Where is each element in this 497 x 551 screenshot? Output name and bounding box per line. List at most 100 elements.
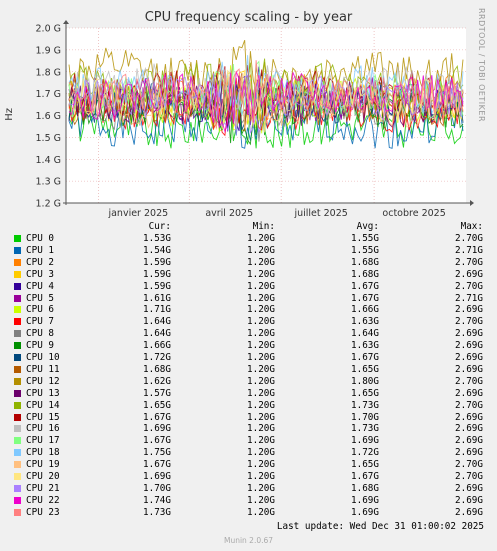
legend-swatch	[14, 473, 21, 480]
legend-max-value: 2.69G	[455, 268, 483, 280]
legend-header: Cur: Min: Avg: Max:	[0, 221, 497, 233]
legend-max-value: 2.69G	[455, 328, 483, 340]
legend-series-name: CPU 22	[26, 494, 60, 506]
legend-series-name: CPU 21	[26, 482, 60, 494]
legend-max-value: 2.70G	[455, 399, 483, 411]
legend-max-value: 2.69G	[455, 435, 483, 447]
legend-min-value: 1.20G	[247, 256, 275, 268]
y-tick-label: 1.5 G	[36, 133, 62, 144]
legend-avg-value: 1.69G	[351, 506, 379, 518]
legend-avg-value: 1.55G	[351, 244, 379, 256]
series-line-cpu-12	[68, 40, 464, 103]
legend-cur-value: 1.57G	[143, 387, 171, 399]
legend-swatch	[14, 401, 21, 409]
legend-series-name: CPU 17	[26, 435, 60, 447]
legend-avg-value: 1.68G	[351, 256, 379, 268]
legend-table: Cur: Min: Avg: Max: CPU 0 1.53G 1.20G 1.55G…	[0, 221, 497, 521]
legend-swatch	[14, 389, 21, 397]
y-tick-label: 1.7 G	[36, 89, 62, 100]
legend-series-name: CPU 16	[26, 423, 60, 435]
y-tick-label: 1.8 G	[36, 67, 62, 78]
legend-series-name: CPU 12	[26, 375, 60, 387]
legend-max-value: 2.70G	[455, 256, 483, 268]
legend-row: CPU 22 1.74G 1.20G 1.69G 2.69G	[0, 495, 497, 507]
legend-swatch	[14, 258, 21, 266]
legend-swatch	[14, 508, 21, 516]
legend-min-value: 1.20G	[247, 375, 275, 387]
legend-swatch	[14, 461, 21, 469]
legend-cur-value: 1.68G	[143, 363, 171, 375]
y-tick-label: 1.6 G	[36, 111, 62, 122]
legend-max-value: 2.71G	[455, 292, 483, 304]
legend-min-value: 1.20G	[247, 459, 275, 471]
legend-avg-value: 1.67G	[351, 352, 379, 363]
legend-max-value: 2.69G	[455, 482, 483, 494]
legend-swatch	[14, 365, 21, 373]
legend-min-value: 1.20G	[247, 244, 275, 256]
legend-row: CPU 13 1.57G 1.20G 1.65G 2.69G	[0, 388, 497, 400]
legend-swatch	[14, 425, 21, 433]
legend-row: CPU 16 1.69G 1.20G 1.73G 2.69G	[0, 423, 497, 435]
legend-series-name: CPU 4	[26, 280, 54, 292]
legend-cur-value: 1.53G	[143, 233, 171, 244]
legend-swatch	[14, 294, 21, 302]
legend-header-cur: Cur:	[148, 221, 171, 232]
legend-header-avg: Avg:	[356, 221, 379, 232]
legend-avg-value: 1.68G	[351, 268, 379, 280]
legend-min-value: 1.20G	[247, 328, 275, 340]
legend-cur-value: 1.66G	[143, 340, 171, 352]
legend-avg-value: 1.66G	[351, 304, 379, 316]
legend-avg-value: 1.67G	[351, 292, 379, 304]
legend-series-name: CPU 7	[26, 316, 54, 328]
legend-series-name: CPU 15	[26, 411, 60, 423]
legend-cur-value: 1.69G	[143, 423, 171, 435]
legend-series-name: CPU 3	[26, 268, 54, 280]
legend-row: CPU 8 1.64G 1.20G 1.64G 2.69G	[0, 328, 497, 340]
legend-max-value: 2.69G	[455, 411, 483, 423]
legend-cur-value: 1.67G	[143, 435, 171, 447]
legend-swatch	[14, 235, 21, 242]
legend-min-value: 1.20G	[247, 447, 275, 459]
legend-avg-value: 1.69G	[351, 494, 379, 506]
legend-swatch	[14, 484, 21, 492]
legend-min-value: 1.20G	[247, 352, 275, 363]
y-tick-label: 1.4 G	[36, 155, 62, 166]
legend-min-value: 1.20G	[247, 435, 275, 447]
x-tick-label: juillet 2025	[293, 208, 347, 219]
legend-swatch	[14, 246, 21, 254]
legend-max-value: 2.69G	[455, 363, 483, 375]
legend-header-min: Min:	[252, 221, 275, 232]
legend-series-name: CPU 10	[26, 352, 60, 363]
legend-min-value: 1.20G	[247, 304, 275, 316]
legend-swatch	[14, 342, 21, 350]
legend-avg-value: 1.73G	[351, 399, 379, 411]
legend-avg-value: 1.63G	[351, 316, 379, 328]
legend-avg-value: 1.73G	[351, 423, 379, 435]
legend-series-name: CPU 20	[26, 471, 60, 482]
legend-avg-value: 1.67G	[351, 280, 379, 292]
legend-max-value: 2.69G	[455, 447, 483, 459]
legend-min-value: 1.20G	[247, 340, 275, 352]
legend-cur-value: 1.61G	[143, 292, 171, 304]
legend-cur-value: 1.64G	[143, 316, 171, 328]
legend-max-value: 2.70G	[455, 316, 483, 328]
legend-max-value: 2.70G	[455, 459, 483, 471]
legend-max-value: 2.69G	[455, 423, 483, 435]
legend-avg-value: 1.70G	[351, 411, 379, 423]
legend-row: CPU 11 1.68G 1.20G 1.65G 2.69G	[0, 364, 497, 376]
series-line-cpu-22	[68, 70, 464, 134]
legend-row: CPU 5 1.61G 1.20G 1.67G 2.71G	[0, 293, 497, 305]
y-tick-label: 1.3 G	[36, 177, 62, 188]
legend-row: CPU 21 1.70G 1.20G 1.68G 2.69G	[0, 483, 497, 495]
legend-series-name: CPU 5	[26, 292, 54, 304]
legend-cur-value: 1.72G	[143, 352, 171, 363]
legend-avg-value: 1.63G	[351, 340, 379, 352]
legend-swatch	[14, 306, 21, 314]
x-axis-arrow	[470, 200, 474, 206]
legend-series-name: CPU 6	[26, 304, 54, 316]
last-update: Last update: Wed Dec 31 01:00:02 2025	[276, 521, 484, 532]
legend-swatch	[14, 282, 21, 290]
legend-row: CPU 12 1.62G 1.20G 1.80G 2.70G	[0, 376, 497, 388]
legend-row: CPU 9 1.66G 1.20G 1.63G 2.69G	[0, 340, 497, 352]
legend-avg-value: 1.65G	[351, 363, 379, 375]
